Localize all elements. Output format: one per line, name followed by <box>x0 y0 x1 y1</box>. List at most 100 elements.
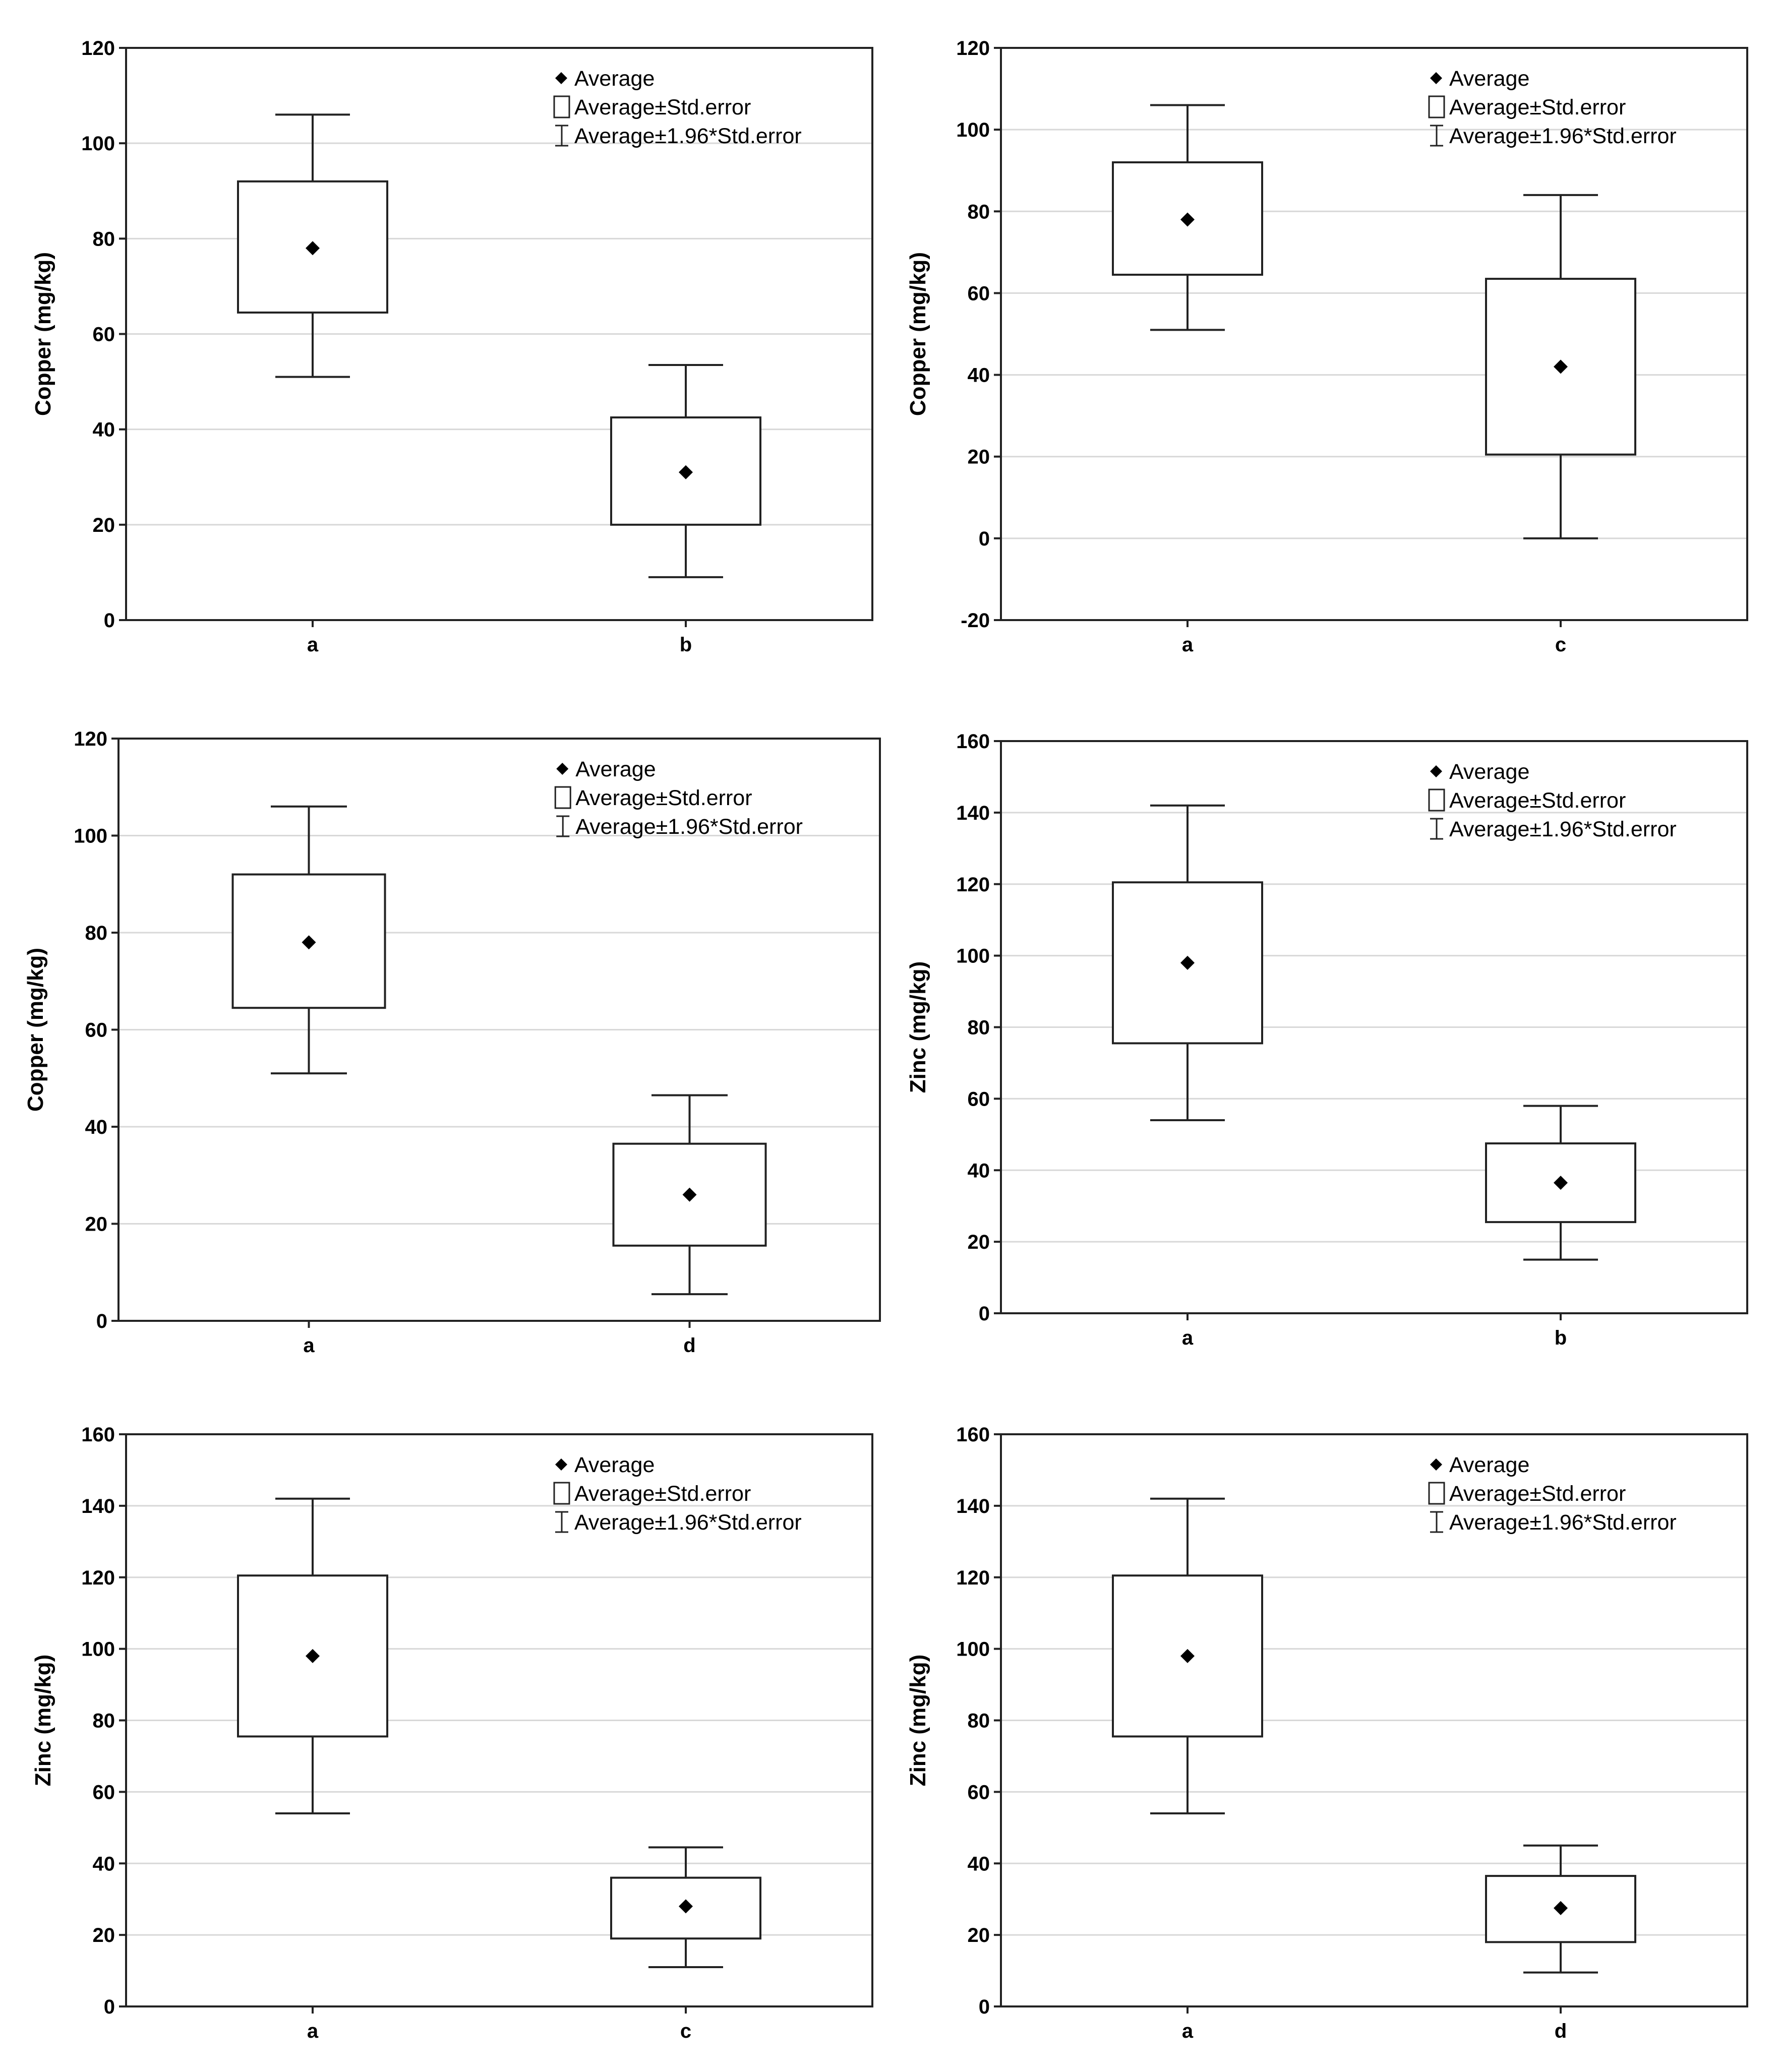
y-tick-label: 0 <box>979 528 990 550</box>
x-tick-label-b: b <box>680 634 692 656</box>
y-tick-label: 0 <box>104 610 115 632</box>
y-tick-label: -20 <box>961 610 990 632</box>
y-tick-label: 60 <box>968 1781 990 1803</box>
legend-average-label: Average <box>1449 1453 1529 1477</box>
mean-marker <box>1180 1649 1195 1663</box>
y-tick-label: 20 <box>93 1924 115 1946</box>
legend-ci-symbol <box>1430 125 1443 147</box>
y-axis-label: Copper (mg/kg) <box>906 252 930 416</box>
y-tick-label: 140 <box>81 1495 115 1517</box>
legend-average-symbol <box>556 763 569 775</box>
y-axis-label: Zinc (mg/kg) <box>906 961 930 1093</box>
y-tick-label: 60 <box>93 1781 115 1803</box>
mean-marker <box>679 465 693 479</box>
legend-average-label: Average <box>574 67 655 91</box>
y-tick-label: 80 <box>968 1710 990 1732</box>
legend-average-symbol <box>555 1458 567 1471</box>
y-tick-label: 40 <box>968 1160 990 1182</box>
box-group-a <box>1112 804 1263 1121</box>
y-tick-label: 160 <box>956 730 990 753</box>
box-group-d <box>612 1094 767 1296</box>
y-tick-label: 20 <box>968 1231 990 1253</box>
legend-std-error-symbol <box>553 95 570 118</box>
legend-ci-symbol <box>555 125 568 147</box>
legend: Average Average±Std.error Average±1.96*Std… <box>1428 1453 1677 1535</box>
y-tick-label: 120 <box>956 874 990 896</box>
legend-ci-symbol <box>556 815 570 837</box>
mean-marker <box>302 935 316 950</box>
y-tick-label: 80 <box>968 1017 990 1039</box>
legend-average-label: Average <box>1449 760 1529 784</box>
y-tick-label: 140 <box>956 802 990 824</box>
chart-panel-6: 0 20 40 60 80 100 120 140 160 Zinc (mg/kg) a d Avera… <box>906 1424 1748 2042</box>
legend-std-error-symbol <box>1428 95 1445 118</box>
legend-ci-symbol <box>555 1511 568 1533</box>
y-tick-label: 0 <box>979 1303 990 1325</box>
legend: Average Average±Std.error Average±1.96*Std… <box>1428 760 1677 841</box>
mean-marker <box>682 1187 697 1202</box>
y-tick-label: 80 <box>93 1710 115 1732</box>
y-tick-label: 60 <box>968 1088 990 1110</box>
y-axis-label: Zinc (mg/kg) <box>31 1655 55 1787</box>
y-tick-label: 140 <box>956 1495 990 1517</box>
mean-marker <box>1554 1176 1568 1190</box>
legend: Average Average±Std.error Average±1.96*Std… <box>554 757 803 839</box>
std-error-box <box>610 1876 761 1940</box>
legend-std-error-label: Average±Std.error <box>575 786 752 810</box>
legend-ci-label: Average±1.96*Std.error <box>574 124 802 148</box>
legend-average-symbol <box>1430 72 1442 84</box>
y-tick-label: 40 <box>968 1853 990 1875</box>
legend-average-symbol <box>1430 1458 1442 1471</box>
legend-std-error-symbol <box>554 786 571 809</box>
y-axis-label: Copper (mg/kg) <box>31 252 55 416</box>
mean-marker <box>1554 359 1568 374</box>
box-group-b <box>610 363 761 578</box>
y-tick-label: 120 <box>74 728 107 750</box>
mean-marker <box>1180 212 1195 227</box>
box-group-b <box>1485 1105 1636 1261</box>
chart-panel-4: 0 20 40 60 80 100 120 140 160 Zinc (mg/kg) a b Avera… <box>906 730 1748 1349</box>
y-tick-label: 80 <box>85 922 108 944</box>
box-group-a <box>1112 1497 1263 1814</box>
legend: Average Average±Std.error Average±1.96*Std… <box>1428 67 1677 148</box>
legend: Average Average±Std.error Average±1.96*Std… <box>553 1453 802 1535</box>
legend-ci-label: Average±1.96*Std.error <box>575 815 803 839</box>
y-tick-label: 60 <box>85 1019 108 1042</box>
x-tick-label-a: a <box>1182 1327 1194 1349</box>
y-tick-label: 120 <box>81 37 115 59</box>
x-tick-label-c: c <box>1555 634 1566 656</box>
x-tick-label-a: a <box>1182 634 1194 656</box>
legend-std-error-symbol <box>553 1482 570 1505</box>
y-tick-label: 120 <box>956 1567 990 1589</box>
box-group-a <box>237 113 388 378</box>
legend-average-symbol <box>1430 765 1442 777</box>
x-tick-label-b: b <box>1555 1327 1567 1349</box>
legend: Average Average±Std.error Average±1.96*Std… <box>553 67 802 148</box>
y-tick-label: 20 <box>93 514 115 536</box>
legend-ci-label: Average±1.96*Std.error <box>1449 817 1677 841</box>
y-tick-label: 0 <box>979 1996 990 2018</box>
legend-ci-symbol <box>1430 818 1443 840</box>
y-axis-label: Copper (mg/kg) <box>23 948 48 1112</box>
y-tick-label: 0 <box>104 1996 115 2018</box>
y-tick-label: 20 <box>968 1924 990 1946</box>
box-group-c <box>610 1846 761 1968</box>
box-group-c <box>1485 194 1636 539</box>
box-group-a <box>237 1497 388 1814</box>
mean-marker <box>306 241 320 256</box>
x-tick-label-a: a <box>307 2020 319 2042</box>
y-tick-label: 60 <box>968 282 990 304</box>
box-group-d <box>1485 1844 1636 1974</box>
y-tick-label: 100 <box>81 1638 115 1661</box>
y-tick-label: 120 <box>81 1567 115 1589</box>
legend-std-error-label: Average±Std.error <box>574 95 751 119</box>
legend-average-label: Average <box>1449 67 1529 91</box>
legend-ci-label: Average±1.96*Std.error <box>574 1510 802 1535</box>
y-axis-label: Zinc (mg/kg) <box>906 1655 930 1787</box>
legend-std-error-label: Average±Std.error <box>1449 788 1626 813</box>
mean-marker <box>1554 1901 1568 1915</box>
plot-frame <box>1000 47 1748 621</box>
legend-ci-label: Average±1.96*Std.error <box>1449 124 1677 148</box>
